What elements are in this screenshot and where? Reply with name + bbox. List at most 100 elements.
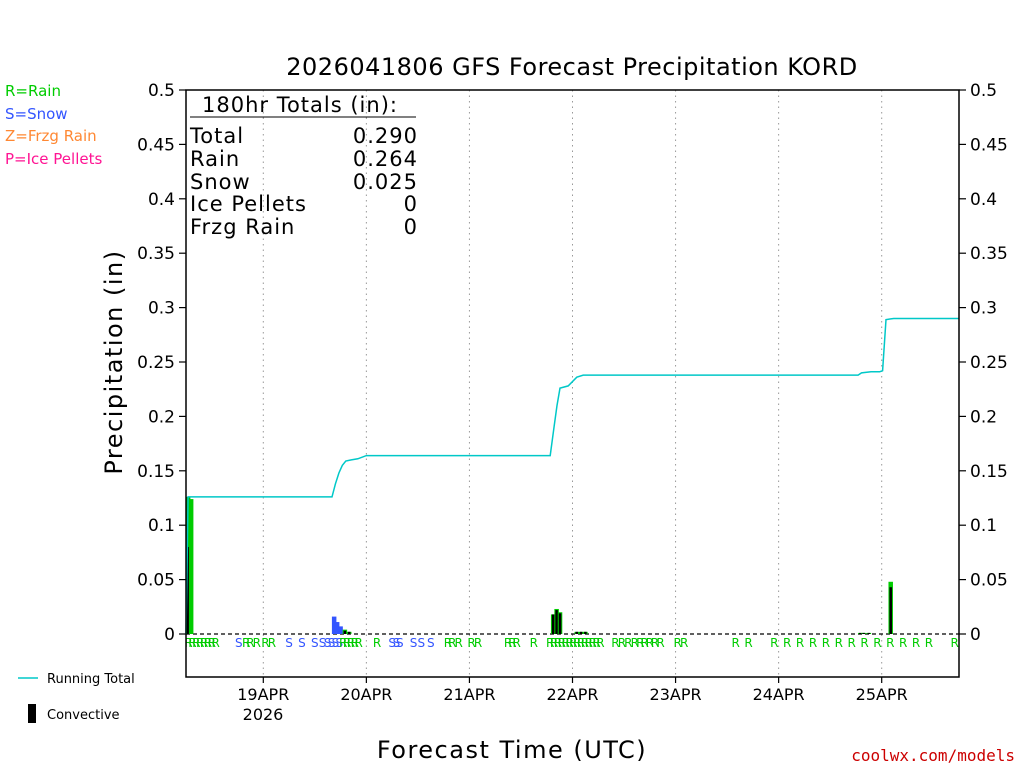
convective-bar [889, 587, 892, 634]
type-marker: S [418, 636, 426, 650]
type-marker: R [577, 636, 585, 650]
totals-value-total: 0.290 [353, 124, 418, 148]
type-marker: R [242, 636, 250, 650]
y-tick-label-left: 0.5 [148, 81, 175, 101]
precip-bar [188, 499, 194, 634]
type-marker: R [448, 636, 456, 650]
y-axis-label: Precipitation (in) [100, 249, 128, 474]
type-marker: R [455, 636, 463, 650]
type-marker: R [211, 636, 219, 650]
type-marker: R [951, 636, 959, 650]
convective-bar [862, 632, 865, 634]
convective-bar [558, 613, 562, 634]
type-marker: R [188, 636, 196, 650]
y-axis-left: 0 0.05 0.1 0.15 0.2 0.25 0.3 0.35 0.4 0.45 0.5 [137, 81, 186, 645]
legend-rain: R=Rain [5, 82, 61, 100]
type-marker: R [646, 636, 654, 650]
y-tick-label-left: 0.45 [137, 135, 175, 155]
type-marker: S [319, 636, 327, 650]
y-tick-label-right: 0.15 [970, 462, 1008, 482]
type-marker: R [208, 636, 216, 650]
type-marker: R [796, 636, 804, 650]
type-marker: R [636, 636, 644, 650]
type-marker: S [388, 636, 396, 650]
type-marker: S [393, 636, 401, 650]
type-marker: R [585, 636, 593, 650]
convective-bar [579, 631, 583, 634]
type-marker: R [546, 636, 554, 650]
type-marker: S [410, 636, 418, 650]
type-marker: R [504, 636, 512, 650]
convective-legend-swatch [28, 704, 36, 723]
type-marker: S [427, 636, 435, 650]
type-marker: R [373, 636, 381, 650]
totals-value-ice-pellets: 0 [404, 192, 418, 216]
y-tick-label-right: 0.1 [970, 516, 997, 536]
y-axis-right: 0 0.05 0.1 0.15 0.2 0.25 0.3 0.35 0.4 0.45 0.5 [959, 81, 1008, 645]
type-marker: R [744, 636, 752, 650]
type-marker: R [530, 636, 538, 650]
type-marker: R [474, 636, 482, 650]
y-tick-label-left: 0 [164, 625, 175, 645]
type-marker: R [596, 636, 604, 650]
type-marker: S [328, 636, 336, 650]
totals-name-rain: Rain [190, 147, 240, 171]
y-tick-label-right: 0.2 [970, 407, 997, 427]
line-legend: Running Total Convective [18, 672, 135, 723]
y-tick-label-left: 0.3 [148, 299, 175, 319]
type-marker: S [324, 636, 332, 650]
type-marker: R [860, 636, 868, 650]
type-marker: R [656, 636, 664, 650]
type-marker: R [204, 636, 212, 650]
year-label: 2026 [243, 705, 284, 724]
running-total-line [185, 317, 959, 635]
type-marker: R [565, 636, 573, 650]
type-marker: R [444, 636, 452, 650]
totals-header: 180hr Totals (in): [202, 93, 398, 117]
totals-value-rain: 0.264 [353, 147, 418, 171]
type-marker: S [396, 636, 404, 650]
type-marker: R [268, 636, 276, 650]
type-marker: R [770, 636, 778, 650]
plot-frame [185, 89, 960, 678]
type-marker: R [561, 636, 569, 650]
type-marker: R [589, 636, 597, 650]
precip-bar [338, 626, 343, 634]
type-marker: R [640, 636, 648, 650]
type-marker: R [261, 636, 269, 650]
type-marker: R [835, 636, 843, 650]
x-tick-label: 25APR [856, 685, 908, 704]
type-marker: R [732, 636, 740, 650]
type-marker: R [550, 636, 558, 650]
type-marker: S [311, 636, 319, 650]
type-marker: R [886, 636, 894, 650]
y-tick-label-right: 0.4 [970, 190, 997, 210]
y-tick-label-right: 0.25 [970, 353, 1008, 373]
type-marker: R [508, 636, 516, 650]
x-tick-label: 22APR [546, 685, 598, 704]
type-marker: R [651, 636, 659, 650]
convective-bar [858, 632, 862, 634]
y-tick-label-right: 0.5 [970, 81, 997, 101]
type-marker: R [184, 636, 192, 650]
x-tick-label: 23APR [650, 685, 702, 704]
type-marker: R [899, 636, 907, 650]
x-tick-label: 24APR [753, 685, 805, 704]
type-marker: R [513, 636, 521, 650]
convective-bar [575, 631, 579, 634]
type-marker: R [246, 636, 254, 650]
type-marker: R [573, 636, 581, 650]
totals-name-ice-pellets: Ice Pellets [190, 192, 307, 216]
type-marker: R [192, 636, 200, 650]
legend-frzg-rain: Z=Frzg Rain [5, 127, 97, 145]
convective-bar [347, 631, 351, 634]
type-marker: R [783, 636, 791, 650]
type-marker: R [674, 636, 682, 650]
totals-name-total: Total [189, 124, 244, 148]
precip-bar [331, 616, 337, 634]
y-tick-label-left: 0.4 [148, 190, 175, 210]
type-marker: S [298, 636, 306, 650]
legend-snow: S=Snow [5, 105, 68, 123]
